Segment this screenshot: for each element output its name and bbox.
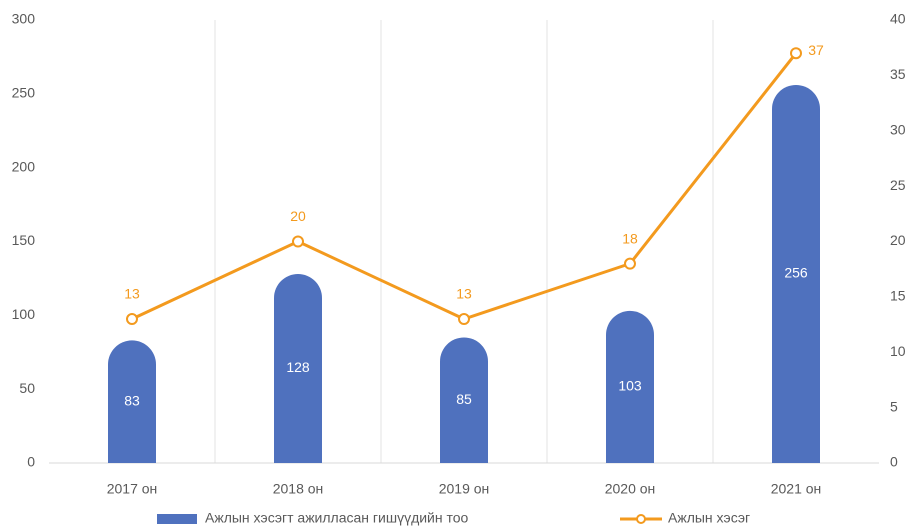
- y2-tick-label: 10: [890, 343, 906, 359]
- line-marker: [624, 257, 636, 270]
- y2-tick-label: 40: [890, 11, 906, 27]
- y2-tick-label: 20: [890, 232, 906, 248]
- bar: [108, 340, 156, 463]
- line-value-label: 18: [622, 230, 638, 246]
- line-marker: [790, 47, 802, 60]
- line: [131, 52, 798, 321]
- bar: [274, 273, 322, 463]
- y2-tick-label: 35: [890, 66, 906, 82]
- y-tick-label: 250: [12, 85, 36, 101]
- legend-label: Ажлын хэсэг: [668, 510, 750, 526]
- y-tick-label: 200: [12, 158, 36, 174]
- x-tick-label: 2017 он: [107, 481, 158, 497]
- bar-value-label: 83: [124, 392, 140, 408]
- line-marker: [292, 235, 304, 248]
- bar-value-label: 85: [456, 391, 472, 407]
- legend-swatch: [636, 514, 646, 524]
- x-tick-label: 2018 он: [273, 481, 324, 497]
- line-value-label: 13: [456, 286, 472, 302]
- y2-tick-label: 30: [890, 121, 906, 137]
- bar-value-label: 256: [784, 265, 808, 281]
- line-marker: [458, 313, 470, 326]
- line-value-label: 20: [290, 208, 306, 224]
- bar: [440, 337, 488, 463]
- y-tick-label: 150: [12, 232, 36, 248]
- legend-swatch: [157, 514, 197, 524]
- y2-tick-label: 0: [890, 454, 898, 470]
- x-tick-label: 2019 он: [439, 481, 490, 497]
- line-value-label: 37: [808, 42, 824, 58]
- y-tick-label: 0: [27, 454, 35, 470]
- legend-label: Ажлын хэсэгт ажилласан гишүүдийн тоо: [205, 510, 469, 526]
- bar-value-label: 128: [286, 359, 310, 375]
- line-marker: [126, 313, 138, 326]
- bar: [772, 84, 820, 464]
- bar-value-label: 103: [618, 378, 642, 394]
- y-tick-label: 300: [12, 11, 36, 27]
- y-tick-label: 100: [12, 306, 36, 322]
- line-value-label: 13: [124, 286, 140, 302]
- y2-tick-label: 25: [890, 177, 906, 193]
- x-tick-label: 2021 он: [771, 481, 822, 497]
- x-tick-label: 2020 он: [605, 481, 656, 497]
- y2-tick-label: 15: [890, 288, 906, 304]
- bar: [606, 310, 654, 463]
- y2-tick-label: 5: [890, 398, 898, 414]
- y-tick-label: 50: [19, 380, 35, 396]
